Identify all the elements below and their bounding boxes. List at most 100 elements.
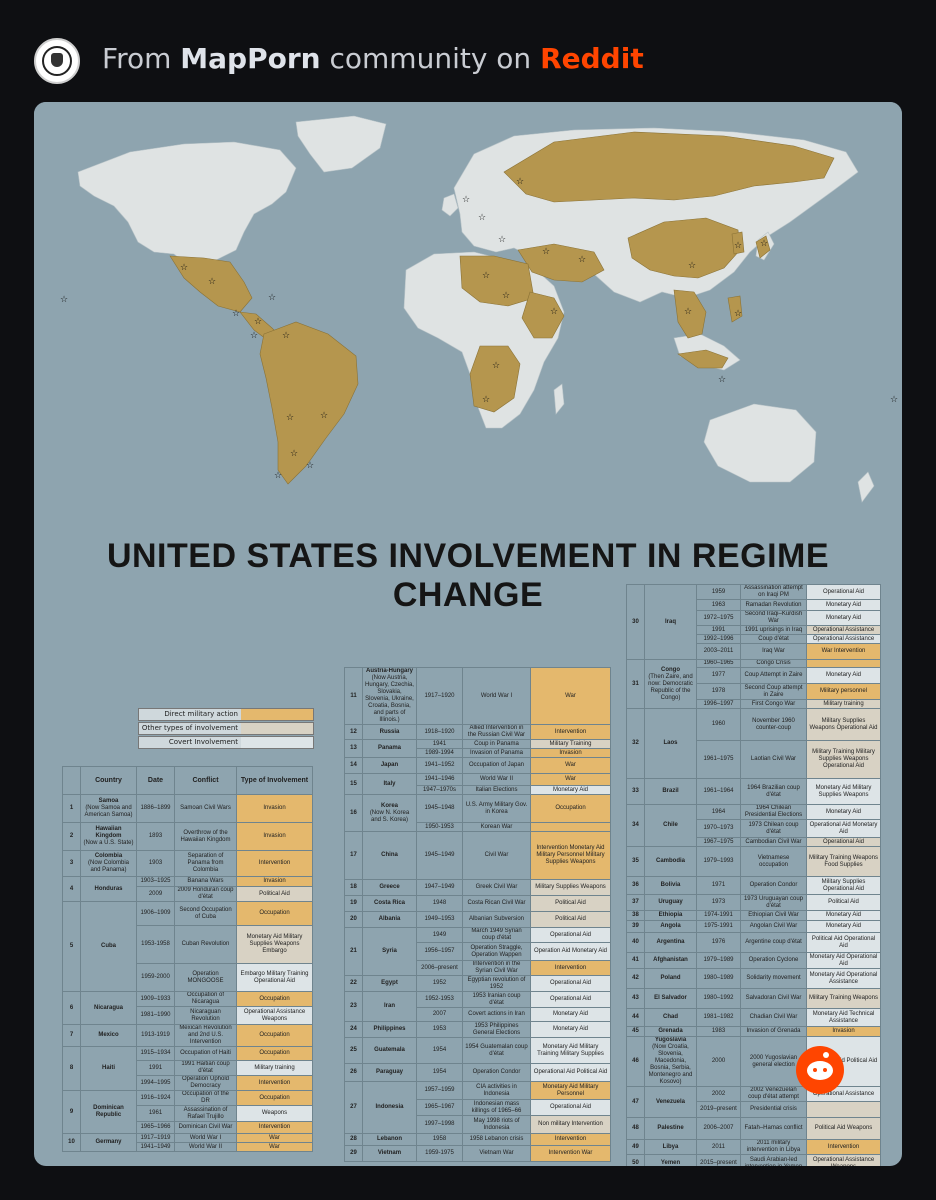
country-name: Guatemala [374,1047,405,1053]
marker-star: ☆ [254,317,262,327]
table-row: 20 Albania 1949–1953 Albanian Subversion Pol… [344,911,611,928]
entry-conflict: Second Iraqi–Kurdish War [740,610,807,626]
entry-conflict: Costa Rican Civil War [462,895,531,912]
entry-date: 1917–1920 [416,667,463,725]
table-row: 19 Costa Rica 1948 Costa Rican Civil War Pol… [344,895,611,912]
entry-number: 32 [626,708,645,779]
country-name: Brazil [662,788,679,794]
reddit-link[interactable]: Reddit [540,42,644,75]
country-note: (Now Austria, Hungary, Czechia, Slovakia… [365,675,414,723]
entry-number: 9 [62,1090,81,1134]
entry-type: Intervention Monetary Aid Military Perso… [530,831,611,880]
table-row: 41 Afghanistan 1979–1989 Operation Cyclone M… [626,952,881,969]
country-name: Egypt [381,980,398,986]
entry-date: 1915–1934 [136,1046,175,1061]
country-name: China [381,852,398,858]
entry-conflict: Angolan Civil War [740,920,807,933]
col-type: Type of Involvement [236,766,313,795]
entry-country: Greece [362,879,417,896]
entry-conflict: Operation Condor [740,876,807,895]
entry-date: 2002 [696,1086,741,1102]
entry-date: 1961–1964 [696,778,741,805]
col-date: Date [136,766,175,795]
community-name-link[interactable]: MapPorn [180,42,321,75]
entry-date: 1961 [136,1105,175,1122]
entry-number: 26 [344,1063,363,1082]
table-row: 34 Chile 1964 1964 Chilean Presidential Ele… [626,804,881,847]
table-row: 37 Uruguay 1973 1973 Uruguayan coup d'état P… [626,894,881,911]
table-row: 39 Angola 1975-1991 Angolan Civil War Moneta… [626,920,881,933]
entry-date: 2003–2011 [696,643,741,660]
country-name: Korea [380,802,398,809]
greenland [295,115,387,173]
entry-date: 1992–1996 [696,634,741,644]
table-row: 1981–1990 Nicaraguan Revolution Operationa… [63,1006,313,1025]
table-row: 43 El Salvador 1980–1992 Salvadoran Civil W… [626,988,881,1009]
country-name: Albania [378,916,401,922]
entry-date: 2015–present [696,1154,741,1166]
country-name: Germany [95,1139,122,1145]
community-logo-icon[interactable] [34,38,80,84]
entry-country: Brazil [644,778,697,805]
table-row: 1953-1958 Cuban Revolution Monetary Aid Mi… [63,925,313,964]
entry-type: Monetary Aid [806,910,881,921]
marker-star: ☆ [268,293,276,303]
country-name: Honduras [94,885,123,892]
entry-type: Monetary Aid [806,599,881,611]
col-conflict: Conflict [174,766,237,795]
entry-number: 43 [626,988,645,1009]
entry-conflict: Assassination attempt on Iraqi PM [740,584,807,600]
entry-date: 1947–1970s [416,785,463,795]
table-row: 48 Palestine 2006–2007 Fatah–Hamas conflict… [626,1117,881,1140]
entry-number: 35 [626,846,645,877]
country-name: Vietnam [377,1150,402,1156]
entry-date: 1974-1991 [696,910,741,921]
entry-conflict: Italian Elections [462,785,531,795]
entry-conflict: Invasion of Panama [462,748,531,758]
entry-type: Military Supplies Weapons [530,879,611,896]
entry-conflict: First Congo War [740,699,807,709]
entry-conflict: World War II [174,1142,237,1152]
entry-type: Political Aid Operational Aid [806,932,881,953]
entry-conflict: Greek Civil War [462,879,531,896]
entry-date: 1960 [696,708,741,741]
indonesia [677,349,729,369]
marker-star: ☆ [208,277,216,287]
entry-type [806,659,881,668]
marker-star: ☆ [760,239,768,249]
entry-date: 1957–1959 [416,1081,463,1100]
entry-type: War [236,1133,313,1143]
legend-swatch [241,723,313,734]
entry-number: 24 [344,1021,363,1038]
country-name: Cuba [101,943,116,949]
entry-type: Political Aid [530,911,611,928]
entry-type: Military training [236,1060,313,1076]
entry-conflict: Operation Condor [462,1063,531,1082]
entry-date: 1967–1975 [696,837,741,847]
country-name: Colombia [94,853,123,859]
entry-date: 1954 [416,1063,463,1082]
entry-conflict: 2000 Yugoslavian general election [740,1036,807,1087]
reddit-app-icon[interactable] [796,1046,844,1094]
entry-number: 29 [344,1145,363,1162]
entry-country: Haiti [80,1046,137,1091]
entry-country: Yemen [644,1154,697,1166]
entry-date: 2007 [416,1007,463,1022]
entry-date: 1963 [696,599,741,611]
entry-conflict: Coup Attempt in Zaire [740,667,807,684]
country-name: Nicaragua [93,1004,123,1011]
entry-date: 1964 [696,804,741,820]
central-africa [469,345,521,413]
country-note: (Then Zaire, and now: Democratic Republi… [648,673,693,701]
entry-country: Dominican Republic [80,1090,137,1134]
entry-type: Operational Assistance [806,634,881,644]
entry-type: Operational Aid [806,837,881,847]
entry-number: 38 [626,910,645,921]
entry-type: Operational Aid [530,991,611,1008]
entry-type: Military Supplies Operational Aid [806,876,881,895]
entry-date: 1948 [416,895,463,912]
table-row: 9 Dominican Republic 1916–1924 Occupation o… [62,1090,313,1134]
entry-date: 1996–1997 [696,699,741,709]
entry-type: Military Training Weapons [806,988,881,1009]
entry-conflict: Civil War [462,831,531,880]
